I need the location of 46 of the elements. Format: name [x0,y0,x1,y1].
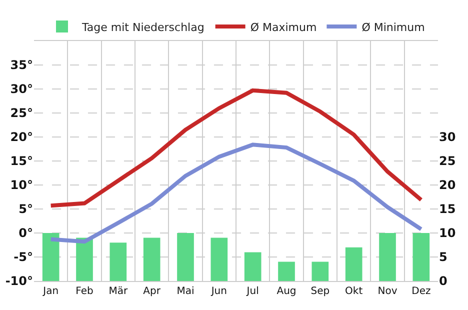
y-tick-label: 0° [18,226,33,240]
y-tick-label: -10° [5,274,33,288]
x-tick-label: Dez [412,286,431,297]
bar [312,262,329,281]
line-series [48,142,424,244]
x-tick-label: Aug [276,286,296,297]
y2-tick-label: 0 [439,274,448,288]
bar [345,247,362,281]
y-tick-label: 15° [10,154,33,168]
y-tick-label: 5° [18,202,33,216]
y-tick-label: -5° [14,250,33,264]
y-tick-label: 20° [10,130,33,144]
bar [379,233,396,281]
x-tick-label: Feb [76,286,94,297]
x-tick-label: Nov [378,286,398,297]
y2-tick-label: 10 [439,226,456,240]
bar [244,252,262,281]
x-tick-label: Jun [210,286,227,297]
x-tick-label: Mai [176,286,194,297]
y-tick-label: 25° [10,106,33,120]
y-tick-label: 35° [10,58,33,72]
bar [143,238,160,281]
x-tick-label: Jul [246,286,259,297]
y2-tick-label: 15 [439,202,456,216]
bar [76,238,93,281]
x-tick-label: Jan [42,286,59,297]
y2-tick-label: 20 [439,178,456,192]
line-series [48,88,424,208]
x-tick-label: Apr [143,286,162,297]
y2-tick-label: 30 [439,130,456,144]
legend-label: Ø Maximum [250,20,317,34]
bar [412,233,430,281]
y-tick-label: 30° [10,82,33,96]
legend-label: Ø Minimum [362,20,425,34]
x-tick-label: Sep [310,286,330,297]
bar [110,242,127,281]
y-tick-label: 10° [10,178,33,192]
y2-tick-label: 5 [439,250,448,264]
x-tick-label: Mär [108,286,128,297]
y2-tick-label: 25 [439,154,456,168]
bar [42,233,60,281]
bar [210,238,228,281]
bar [177,233,194,281]
x-tick-label: Okt [345,286,363,297]
legend-label: Tage mit Niederschlag [81,20,204,34]
bar [278,262,295,281]
